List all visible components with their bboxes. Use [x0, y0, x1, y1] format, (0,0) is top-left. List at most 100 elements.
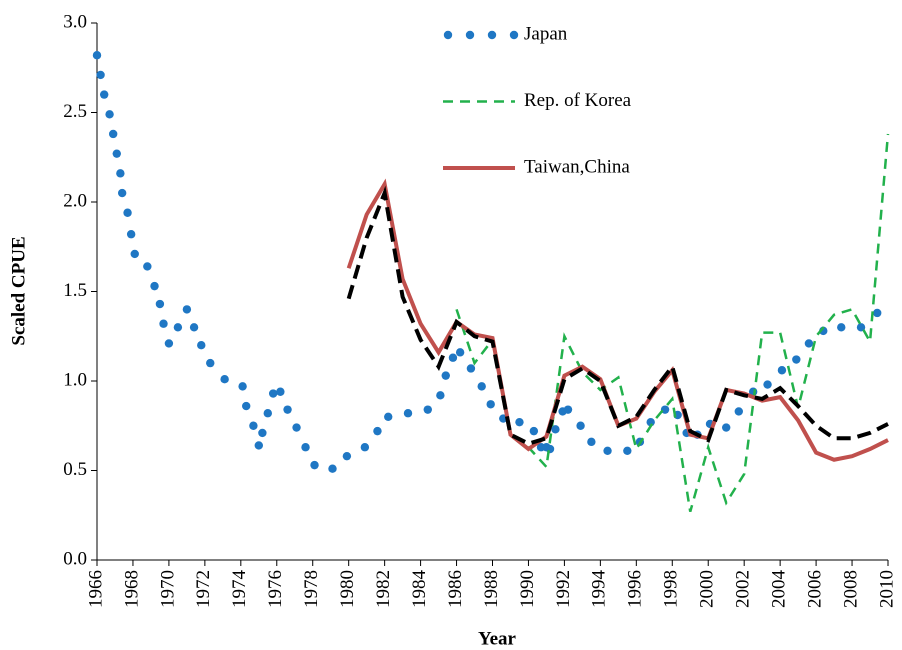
data-point	[105, 110, 114, 119]
legend-label: Rep. of Korea	[524, 90, 632, 111]
y-tick-label: 2.5	[63, 101, 87, 122]
y-tick-label: 1.0	[63, 369, 87, 390]
data-point	[777, 366, 787, 375]
data-point	[292, 423, 301, 432]
data-point	[436, 391, 445, 400]
x-tick-label: 1980	[337, 570, 358, 608]
data-point	[126, 230, 136, 239]
data-point	[112, 149, 121, 158]
data-point	[792, 355, 801, 364]
data-point	[173, 323, 183, 332]
data-point	[164, 339, 174, 348]
data-point	[220, 375, 229, 384]
data-point	[466, 364, 476, 373]
data-point	[99, 90, 109, 99]
data-point	[856, 323, 866, 332]
x-axis-label: Year	[478, 628, 517, 649]
x-tick-label: 1998	[661, 570, 682, 608]
x-tick-label: 1968	[121, 570, 142, 608]
legend-marker	[509, 30, 519, 40]
data-point	[117, 188, 127, 198]
data-point	[130, 249, 139, 259]
data-point	[249, 421, 258, 430]
data-point	[587, 437, 596, 447]
data-point	[477, 382, 486, 391]
data-point	[238, 382, 247, 391]
data-point	[529, 426, 539, 436]
data-point	[268, 389, 278, 398]
x-tick-label: 1982	[373, 570, 394, 608]
data-point	[373, 426, 382, 436]
data-point	[763, 380, 772, 389]
data-point	[403, 409, 413, 418]
data-point	[423, 405, 432, 414]
data-point	[150, 281, 159, 291]
data-point	[92, 51, 102, 60]
data-point	[545, 444, 555, 454]
data-point	[301, 443, 310, 452]
data-point	[551, 425, 560, 434]
x-tick-label: 1976	[265, 570, 286, 608]
data-point	[263, 409, 272, 418]
data-point	[455, 348, 465, 357]
series-line	[346, 185, 889, 446]
legend-marker	[443, 30, 453, 40]
data-point	[576, 421, 585, 430]
data-point	[283, 405, 292, 414]
x-tick-label: 1988	[481, 570, 502, 608]
x-tick-label: 1996	[625, 570, 646, 608]
legend-marker	[487, 30, 497, 40]
legend-marker	[465, 30, 475, 40]
x-tick-label: 1966	[85, 570, 106, 608]
x-tick-label: 1994	[589, 570, 610, 609]
data-point	[197, 341, 206, 350]
data-point	[182, 305, 192, 314]
x-tick-label: 1970	[157, 570, 178, 608]
x-tick-label: 1986	[445, 570, 466, 608]
x-tick-label: 1990	[517, 570, 538, 608]
data-point	[603, 446, 612, 456]
data-point	[563, 405, 573, 414]
x-tick-label: 1984	[409, 570, 430, 609]
legend-label: Taiwan,China	[524, 156, 630, 177]
data-point	[254, 441, 263, 450]
data-point	[486, 400, 495, 409]
x-tick-label: 1978	[301, 570, 322, 608]
data-point	[143, 262, 152, 271]
data-point	[623, 446, 632, 456]
data-point	[873, 308, 882, 318]
data-point	[108, 129, 118, 139]
data-point	[242, 401, 251, 411]
data-point	[276, 387, 285, 396]
data-point	[804, 339, 814, 348]
data-point	[328, 464, 337, 473]
data-point	[441, 371, 450, 380]
data-point	[448, 353, 458, 362]
x-tick-label: 1972	[193, 570, 214, 608]
y-axis-label: Scaled CPUE	[8, 236, 29, 345]
data-point	[515, 417, 524, 427]
data-point	[206, 358, 215, 368]
y-tick-label: 3.0	[63, 11, 87, 32]
x-tick-label: 2006	[804, 570, 825, 608]
x-tick-label: 2000	[697, 570, 718, 608]
data-point	[96, 70, 105, 80]
data-point	[722, 423, 731, 432]
data-point	[258, 428, 267, 438]
data-point	[155, 299, 165, 309]
data-point	[123, 208, 132, 217]
x-tick-label: 2004	[768, 570, 789, 609]
y-tick-label: 0.0	[63, 548, 87, 569]
x-tick-label: 2002	[733, 570, 754, 608]
data-point	[384, 412, 393, 421]
legend-label: Japan	[524, 23, 568, 44]
data-point	[837, 323, 846, 332]
data-point	[189, 323, 199, 332]
data-point	[159, 319, 168, 328]
data-point	[342, 451, 352, 461]
y-tick-label: 1.5	[63, 280, 87, 301]
data-point	[116, 169, 125, 178]
y-tick-label: 2.0	[63, 190, 87, 211]
x-tick-label: 2008	[840, 570, 861, 608]
